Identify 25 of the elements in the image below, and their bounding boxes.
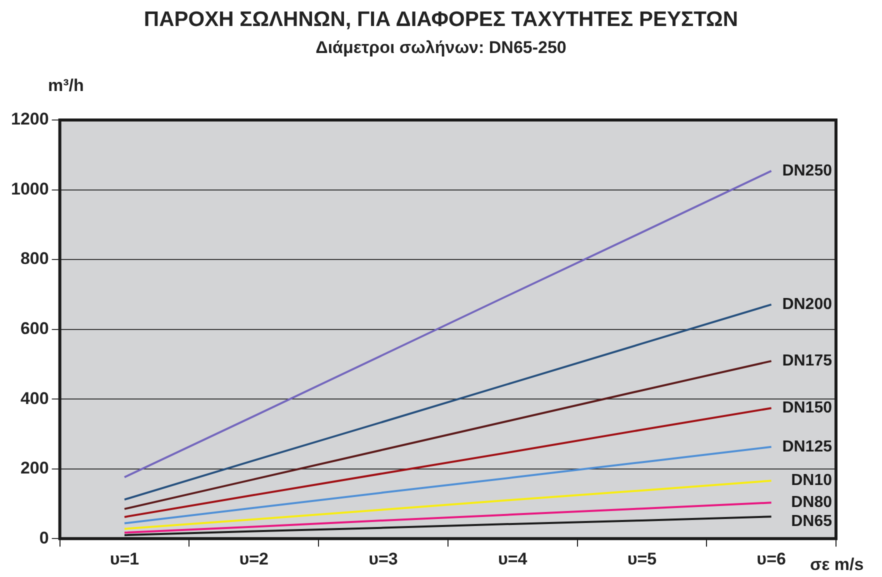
y-tick-label: 200 xyxy=(20,458,49,478)
x-axis-title: σε m/s xyxy=(810,555,864,575)
series-label: DN10 xyxy=(791,472,832,490)
y-tick-label: 400 xyxy=(20,388,49,408)
x-tick-label: υ=6 xyxy=(756,549,786,568)
series-label: DN200 xyxy=(782,296,832,313)
x-tick-label: υ=5 xyxy=(627,549,657,568)
y-tick-label: 800 xyxy=(20,249,49,268)
series-label: DN125 xyxy=(782,438,832,456)
series-label: DN150 xyxy=(782,400,832,417)
series-label: DN250 xyxy=(782,162,832,180)
chart-title: ΠΑΡΟΧΗ ΣΩΛΗΝΩΝ, ΓΙΑ ΔΙΑΦΟΡΕΣ ΤΑΧΥΤΗΤΕΣ ΡΕΥΣΤΩΝ xyxy=(142,8,740,32)
x-tick-label: υ=3 xyxy=(368,549,398,568)
x-tick-label: υ=4 xyxy=(498,549,528,568)
y-tick-label: 600 xyxy=(20,318,49,338)
series-label: DN65 xyxy=(791,513,832,530)
chart-subtitle: Διάμετροι σωλήνων: DN65-250 xyxy=(314,38,568,58)
x-tick-label: υ=2 xyxy=(239,549,269,568)
y-tick-label: 1200 xyxy=(10,110,49,129)
series-label: DN80 xyxy=(791,494,832,512)
series-label: DN175 xyxy=(782,352,832,370)
y-tick-label: 1000 xyxy=(10,179,49,198)
y-tick-label: 0 xyxy=(39,528,49,548)
y-axis-title: m³/h xyxy=(48,76,84,96)
x-tick-label: υ=1 xyxy=(110,549,140,568)
